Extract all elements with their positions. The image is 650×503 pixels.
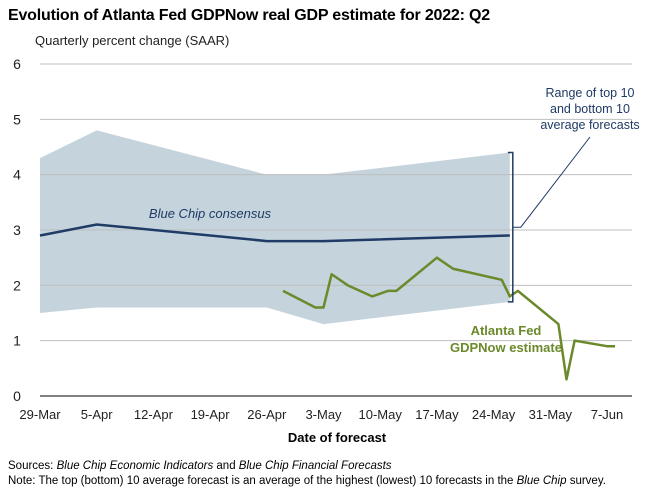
x-tick-label: 29-Mar	[19, 407, 61, 422]
chart-notes: Sources: Blue Chip Economic Indicators a…	[8, 459, 606, 489]
x-tick-label: 31-May	[529, 407, 573, 422]
series-gdpnow-line	[282, 256, 616, 381]
range-annotation: average forecasts	[540, 118, 639, 132]
x-tick-label: 7-Jun	[591, 407, 624, 422]
range-band	[40, 130, 510, 325]
range-annotation: and bottom 10	[550, 102, 630, 116]
y-tick-label: 0	[13, 388, 21, 404]
x-tick-label: 19-Apr	[191, 407, 231, 422]
x-tick-label: 17-May	[415, 407, 459, 422]
line-chart: 0 1 2 3 4 5 6 29-Mar 5-Apr 12-Apr 19-Apr 26-Apr 3-Ma…	[13, 56, 640, 445]
y-tick-label: 4	[13, 167, 21, 183]
y-tick-label: 1	[13, 333, 21, 349]
x-tick-label: 26-Apr	[247, 407, 287, 422]
chart-title: Evolution of Atlanta Fed GDPNow real GDP…	[8, 7, 490, 24]
gdpnow-annotation: Atlanta Fed	[471, 323, 542, 338]
y-tick-label: 6	[13, 56, 21, 72]
range-leader-line	[512, 136, 591, 228]
x-tick-label: 5-Apr	[81, 407, 113, 422]
x-tick-label: 3-May	[305, 407, 342, 422]
x-tick-label: 12-Apr	[134, 407, 174, 422]
y-tick-label: 5	[13, 111, 21, 127]
gdpnow-annotation: GDPNow estimate	[450, 340, 562, 355]
range-annotation: Range of top 10	[546, 86, 635, 100]
chart-subtitle: Quarterly percent change (SAAR)	[35, 33, 230, 48]
sources-line: Sources: Blue Chip Economic Indicators a…	[8, 460, 392, 472]
note-line: Note: The top (bottom) 10 average foreca…	[8, 475, 606, 487]
x-tick-label: 10-May	[359, 407, 403, 422]
x-tick-label: 24-May	[472, 407, 516, 422]
x-axis-title: Date of forecast	[288, 430, 387, 445]
consensus-annotation: Blue Chip consensus	[149, 206, 272, 221]
y-tick-label: 2	[13, 277, 21, 293]
y-tick-label: 3	[13, 222, 21, 238]
